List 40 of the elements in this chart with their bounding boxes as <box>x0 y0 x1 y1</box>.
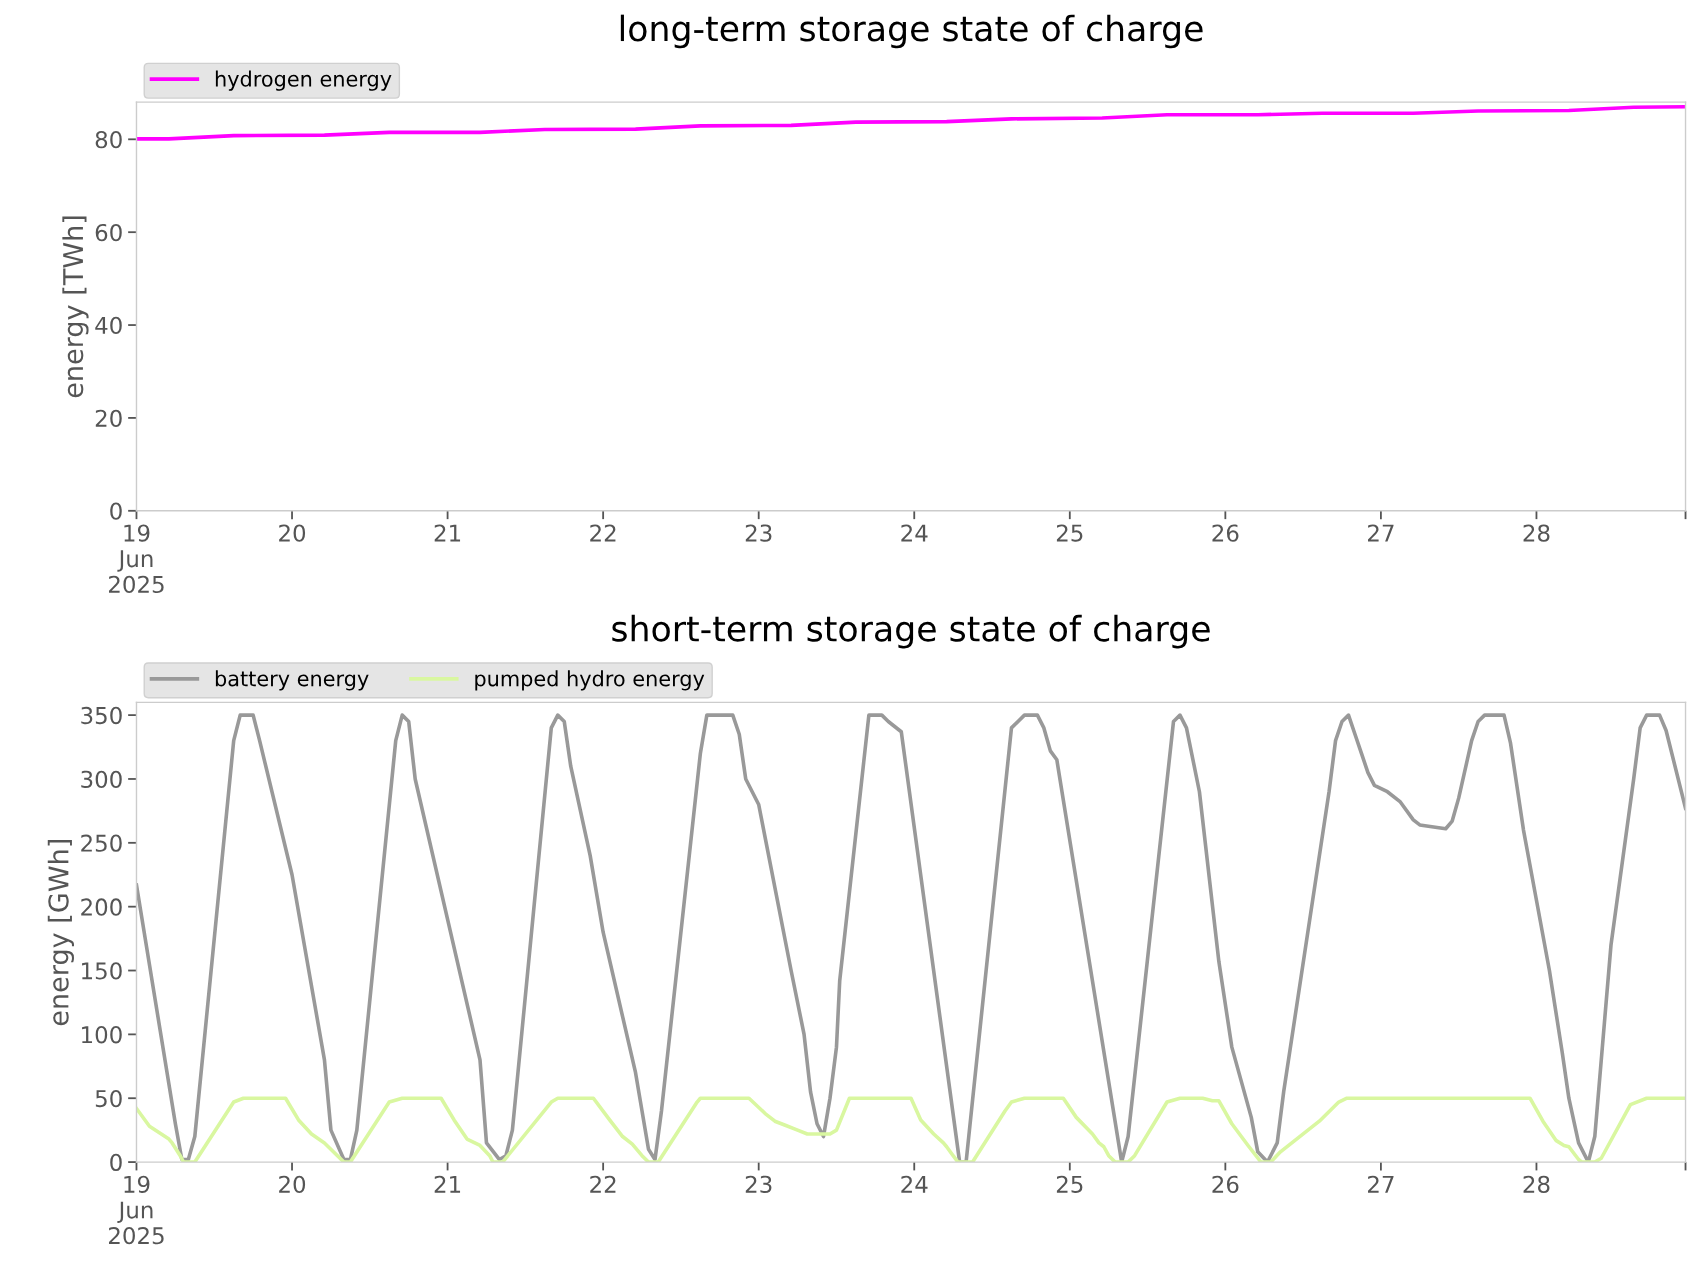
chart-title: long-term storage state of charge <box>620 14 1203 49</box>
x-tick-label: 23 <box>745 524 772 542</box>
x-tick-label: 26 <box>1212 1175 1239 1193</box>
y-tick-label: 150 <box>82 962 122 980</box>
x-tick-label: 25 <box>1056 524 1083 542</box>
y-tick-label: 100 <box>82 1026 122 1044</box>
y-tick-label: 50 <box>95 1089 122 1108</box>
x-tick-label: 25 <box>1056 1175 1083 1193</box>
legend-label: pumped hydro energy <box>475 670 705 691</box>
x-tick-label: 28 <box>1523 1175 1550 1193</box>
x-tick-label: 26 <box>1212 524 1239 542</box>
y-tick-label: 350 <box>81 706 122 725</box>
y-tick-label: 0 <box>110 502 122 520</box>
x-tick-label: 19 Jun 2025 <box>109 1175 164 1245</box>
x-tick-label: 22 <box>590 1175 616 1193</box>
x-tick-label: 20 <box>279 1175 306 1193</box>
x-tick-label: 22 <box>590 524 616 542</box>
y-tick-label: 250 <box>81 834 122 852</box>
y-tick-label: 0 <box>110 1153 122 1172</box>
x-tick-label: 21 <box>434 524 461 542</box>
y-tick-label: 60 <box>95 223 122 242</box>
legend-label: battery energy <box>215 670 369 691</box>
x-tick-label: 21 <box>434 1175 461 1193</box>
y-axis-title: energy [GWh] <box>47 840 74 1026</box>
y-tick-label: 80 <box>95 131 122 149</box>
x-tick-label: 24 <box>901 1175 928 1193</box>
x-tick-label: 27 <box>1368 1175 1394 1193</box>
y-tick-label: 40 <box>95 316 122 335</box>
x-tick-label: 28 <box>1523 524 1550 542</box>
y-tick-label: 20 <box>95 409 122 427</box>
legend-label: hydrogen energy <box>215 70 392 91</box>
x-tick-label: 27 <box>1368 524 1394 542</box>
y-tick-label: 300 <box>81 770 122 788</box>
x-tick-label: 23 <box>745 1175 772 1193</box>
y-tick-label: 200 <box>81 898 122 916</box>
chart-title: short-term storage state of charge <box>612 614 1210 649</box>
y-axis-title: energy [TWh] <box>62 216 89 398</box>
x-tick-label: 20 <box>279 524 306 542</box>
x-tick-label: 19 Jun 2025 <box>109 524 164 594</box>
x-tick-label: 24 <box>901 524 928 542</box>
